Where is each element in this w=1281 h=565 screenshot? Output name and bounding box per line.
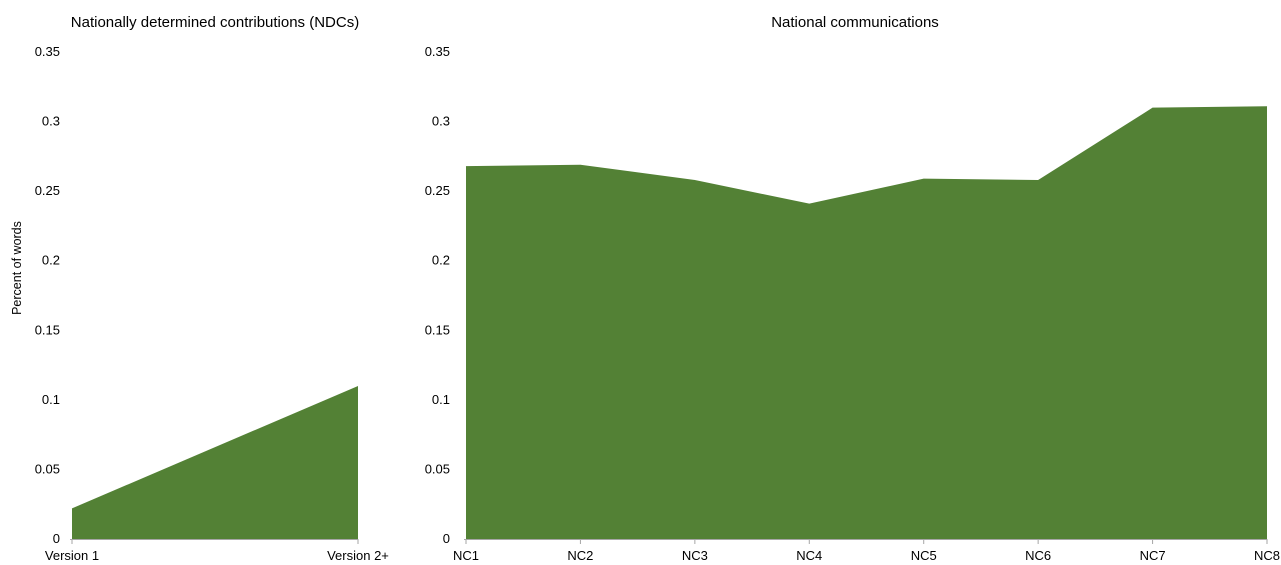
nc-x-tick-label: NC8	[1254, 548, 1280, 563]
ndc-y-tick-label: 0.25	[35, 183, 60, 198]
nc-y-tick-label: 0.35	[425, 44, 450, 59]
ndc-y-tick-label: 0.15	[35, 322, 60, 337]
nc-x-tick-label: NC1	[453, 548, 479, 563]
nc-area-series	[466, 106, 1267, 539]
nc-x-tick-label: NC6	[1025, 548, 1051, 563]
nc-x-tick-label: NC4	[796, 548, 822, 563]
nc-y-tick-label: 0.25	[425, 183, 450, 198]
nc-y-tick-label: 0.15	[425, 322, 450, 337]
ndc-y-tick-label: 0.1	[42, 392, 60, 407]
ndc-area-series	[72, 386, 358, 539]
nc-x-tick-label: NC5	[911, 548, 937, 563]
nc-y-tick-label: 0.3	[432, 114, 450, 129]
nc-y-tick-label: 0.05	[425, 461, 450, 476]
nc-x-tick-label: NC7	[1140, 548, 1166, 563]
ndc-x-tick-label: Version 1	[45, 548, 99, 563]
ndc-y-tick-label: 0	[53, 531, 60, 546]
ndc-y-tick-label: 0.2	[42, 253, 60, 268]
nc-x-tick-label: NC2	[567, 548, 593, 563]
nc-x-tick-label: NC3	[682, 548, 708, 563]
ndc-y-tick-label: 0.3	[42, 114, 60, 129]
nc-y-tick-label: 0	[443, 531, 450, 546]
nc-y-tick-label: 0.1	[432, 392, 450, 407]
ndc-y-tick-label: 0.35	[35, 44, 60, 59]
ndc-y-tick-label: 0.05	[35, 461, 60, 476]
ndc-x-tick-label: Version 2+	[327, 548, 389, 563]
nc-y-tick-label: 0.2	[432, 253, 450, 268]
